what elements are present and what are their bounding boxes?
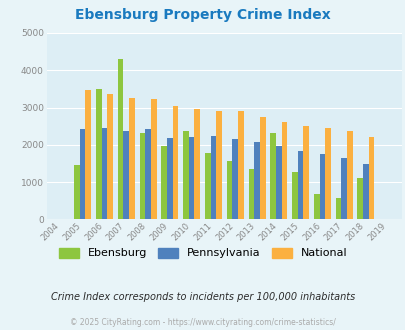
Bar	[194, 109, 200, 219]
Bar	[275, 147, 281, 219]
Bar	[291, 173, 297, 219]
Bar	[145, 129, 151, 219]
Bar	[319, 154, 324, 219]
Bar	[183, 131, 188, 219]
Bar	[74, 165, 80, 219]
Bar	[151, 99, 156, 219]
Bar	[324, 128, 330, 219]
Bar	[346, 131, 352, 219]
Bar	[362, 164, 368, 219]
Bar	[281, 122, 287, 219]
Bar	[232, 139, 237, 219]
Bar	[96, 89, 101, 219]
Bar	[188, 137, 194, 219]
Bar	[161, 146, 166, 219]
Legend: Ebensburg, Pennsylvania, National: Ebensburg, Pennsylvania, National	[59, 248, 346, 258]
Bar	[172, 106, 178, 219]
Bar	[259, 116, 265, 219]
Bar	[216, 111, 222, 219]
Bar	[101, 128, 107, 219]
Bar	[139, 133, 145, 219]
Bar	[129, 98, 134, 219]
Bar	[117, 59, 123, 219]
Bar	[248, 169, 254, 219]
Bar	[368, 137, 373, 219]
Bar	[297, 151, 303, 219]
Bar	[80, 129, 85, 219]
Bar	[205, 153, 210, 219]
Text: Crime Index corresponds to incidents per 100,000 inhabitants: Crime Index corresponds to incidents per…	[51, 292, 354, 302]
Bar	[313, 194, 319, 219]
Bar	[210, 136, 216, 219]
Text: © 2025 CityRating.com - https://www.cityrating.com/crime-statistics/: © 2025 CityRating.com - https://www.city…	[70, 318, 335, 327]
Text: Ebensburg Property Crime Index: Ebensburg Property Crime Index	[75, 8, 330, 22]
Bar	[303, 126, 308, 219]
Bar	[335, 198, 341, 219]
Bar	[254, 142, 259, 219]
Bar	[107, 94, 113, 219]
Bar	[356, 178, 362, 219]
Bar	[341, 157, 346, 219]
Bar	[166, 138, 172, 219]
Bar	[237, 111, 243, 219]
Bar	[226, 160, 232, 219]
Bar	[270, 133, 275, 219]
Bar	[85, 90, 91, 219]
Bar	[123, 131, 129, 219]
